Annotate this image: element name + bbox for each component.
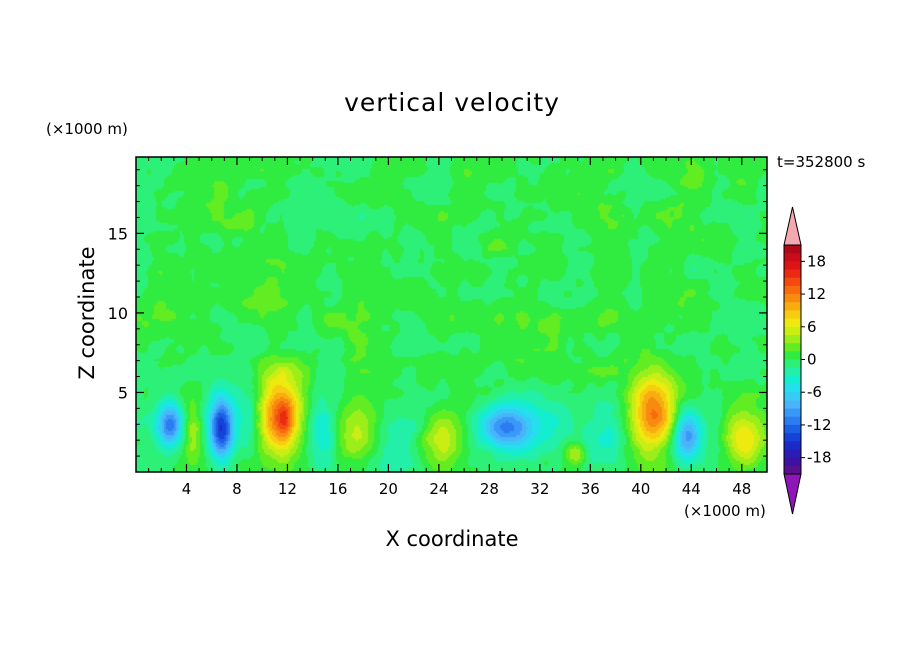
x-axis-unit: (×1000 m) — [684, 502, 766, 520]
colorbar-swatch — [784, 245, 801, 254]
chart-title: vertical velocity — [344, 88, 560, 117]
colorbar-swatch — [784, 449, 801, 459]
colorbar-swatch — [784, 367, 801, 377]
colorbar-tick-label: 12 — [807, 285, 826, 303]
x-tick-label: 36 — [581, 480, 600, 498]
y-axis-ticks: 5 10 15 — [108, 169, 767, 457]
colorbar-swatch — [784, 302, 801, 311]
y-tick-label: 10 — [108, 304, 128, 323]
colorbar-swatch — [784, 416, 801, 426]
colorbar-tick-label: 18 — [807, 252, 826, 270]
colorbar-tick-label: 0 — [807, 351, 817, 369]
colorbar-swatch — [784, 465, 801, 475]
y-tick-label: 5 — [118, 383, 128, 402]
x-tick-label: 12 — [278, 480, 297, 498]
colorbar-swatch — [784, 294, 801, 303]
x-tick-label: 40 — [631, 480, 650, 498]
x-tick-label: 16 — [328, 480, 347, 498]
x-axis-label: X coordinate — [0, 527, 904, 551]
colorbar-tick-label: -12 — [807, 416, 832, 434]
colorbar-swatch — [784, 400, 801, 410]
colorbar-max-arrow — [783, 206, 802, 246]
colorbar-swatch — [784, 441, 801, 450]
colorbar-swatch — [784, 351, 801, 360]
colorbar-swatch — [784, 424, 801, 434]
y-axis-label: Z coordinate — [75, 246, 99, 380]
colorbar-min-arrow — [783, 473, 802, 515]
colorbar-swatch — [784, 334, 801, 344]
velocity-field — [136, 157, 767, 472]
x-axis-label-text: X coordinate — [385, 527, 519, 551]
colorbar-swatch — [784, 359, 801, 369]
colorbar-swatch — [784, 277, 801, 287]
z-axis-unit: (×1000 m) — [46, 120, 128, 138]
colorbar-swatch — [784, 384, 801, 393]
colorbar-swatch — [784, 261, 801, 271]
colorbar-swatch — [784, 318, 801, 328]
colorbar: 18 12 6 0 -6 -12 -18 — [783, 206, 832, 515]
colorbar-swatch — [784, 408, 801, 418]
x-tick-label: 8 — [232, 480, 242, 498]
colorbar-swatch — [784, 253, 801, 262]
colorbar-swatch — [784, 457, 801, 467]
colorbar-swatch — [784, 375, 801, 385]
colorbar-swatch — [784, 310, 801, 320]
x-tick-label: 20 — [379, 480, 398, 498]
colorbar-tick-label: 6 — [807, 318, 817, 336]
x-axis-ticks: 4 8 12 16 20 24 28 32 36 40 44 48 — [148, 157, 755, 498]
x-tick-label: 48 — [732, 480, 751, 498]
x-tick-label: 24 — [429, 480, 448, 498]
colorbar-tick-label: -6 — [807, 383, 822, 401]
colorbar-swatch — [784, 269, 801, 279]
x-tick-label: 28 — [480, 480, 499, 498]
time-label: t=352800 s — [777, 153, 866, 171]
x-tick-label: 4 — [182, 480, 192, 498]
colorbar-swatch — [784, 326, 801, 336]
colorbar-tick-label: -18 — [807, 449, 832, 467]
colorbar-swatch — [784, 392, 801, 401]
colorbar-swatch — [784, 433, 801, 442]
colorbar-swatch — [784, 343, 801, 352]
y-tick-label: 15 — [108, 224, 128, 243]
x-tick-label: 44 — [682, 480, 701, 498]
colorbar-swatch — [784, 285, 801, 295]
x-tick-label: 32 — [530, 480, 549, 498]
velocity-contours — [136, 157, 767, 472]
